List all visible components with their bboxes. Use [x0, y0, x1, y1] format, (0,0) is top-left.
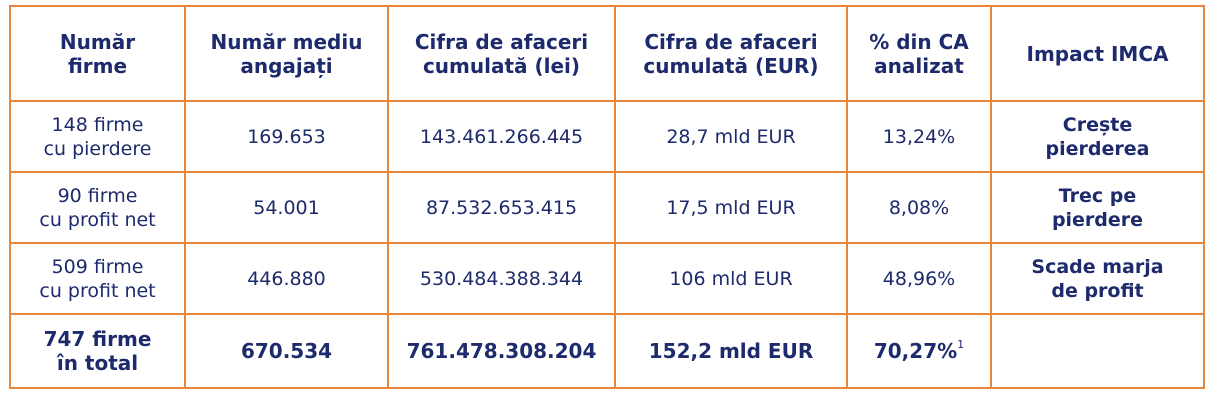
header-line: Impact IMCA [1026, 41, 1169, 66]
cell-line: Scade marja [1031, 255, 1164, 278]
turnover-eur-cell: 106 mld EUR [614, 242, 848, 315]
impact-cell: Crește pierderea [990, 100, 1205, 173]
total-impact-cell [990, 313, 1205, 389]
cell-line: 90 firme [57, 184, 138, 207]
total-share-cell: 70,27%1 [846, 313, 992, 389]
cell-line: 509 firme [51, 255, 144, 278]
header-line: firme [67, 53, 128, 78]
header-line: Cifra de afaceri [644, 29, 818, 54]
footnote-marker: 1 [957, 338, 965, 352]
header-line: cumulată (lei) [422, 53, 581, 78]
header-line: cumulată (EUR) [643, 53, 819, 78]
header-firm-count: Număr firme [9, 5, 186, 102]
header-line: angajați [240, 53, 333, 78]
cell-line: 747 firme [43, 327, 152, 351]
turnover-eur-cell: 17,5 mld EUR [614, 171, 848, 244]
employees-cell: 54.001 [184, 171, 389, 244]
turnover-lei-cell: 87.532.653.415 [387, 171, 616, 244]
cell-line: cu profit net [39, 279, 156, 302]
table-row: 90 firme cu profit net 54.001 87.532.653… [9, 171, 1205, 244]
cell-line: cu profit net [39, 208, 156, 231]
share-cell: 8,08% [846, 171, 992, 244]
turnover-lei-cell: 143.461.266.445 [387, 100, 616, 173]
header-line: % din CA [869, 29, 969, 54]
total-row: 747 firme în total 670.534 761.478.308.2… [9, 313, 1205, 389]
header-line: Număr mediu [210, 29, 363, 54]
turnover-eur-cell: 28,7 mld EUR [614, 100, 848, 173]
header-avg-employees: Număr mediu angajați [184, 5, 389, 102]
header-line: Cifra de afaceri [414, 29, 589, 54]
employees-cell: 446.880 [184, 242, 389, 315]
employees-cell: 169.653 [184, 100, 389, 173]
cell-line: 148 firme [51, 113, 144, 136]
header-share-of-turnover: % din CA analizat [846, 5, 992, 102]
header-impact: Impact IMCA [990, 5, 1205, 102]
firm-count-cell: 90 firme cu profit net [9, 171, 186, 244]
cell-line: în total [56, 351, 139, 375]
header-row: Număr firme Număr mediu angajați Cifra d… [9, 5, 1205, 102]
header-turnover-lei: Cifra de afaceri cumulată (lei) [387, 5, 616, 102]
header-line: Număr [59, 29, 136, 54]
cell-line: de profit [1051, 279, 1144, 302]
total-firm-count-cell: 747 firme în total [9, 313, 186, 389]
firm-count-cell: 509 firme cu profit net [9, 242, 186, 315]
total-turnover-lei-cell: 761.478.308.204 [387, 313, 616, 389]
header-turnover-eur: Cifra de afaceri cumulată (EUR) [614, 5, 848, 102]
cell-line: pierderea [1045, 137, 1150, 160]
header-line: analizat [874, 53, 964, 78]
table-container: Număr firme Număr mediu angajați Cifra d… [9, 5, 1205, 389]
turnover-lei-cell: 530.484.388.344 [387, 242, 616, 315]
share-cell: 13,24% [846, 100, 992, 173]
cell-line: Crește [1062, 113, 1133, 136]
impact-cell: Scade marja de profit [990, 242, 1205, 315]
total-share-value: 70,27% [873, 339, 958, 363]
cell-line: pierdere [1051, 208, 1144, 231]
share-cell: 48,96% [846, 242, 992, 315]
total-employees-cell: 670.534 [184, 313, 389, 389]
impact-cell: Trec pe pierdere [990, 171, 1205, 244]
table-row: 148 firme cu pierdere 169.653 143.461.26… [9, 100, 1205, 173]
total-turnover-eur-cell: 152,2 mld EUR [614, 313, 848, 389]
cell-line: Trec pe [1058, 184, 1137, 207]
imca-impact-table: Număr firme Număr mediu angajați Cifra d… [9, 5, 1205, 389]
cell-line: cu pierdere [43, 137, 152, 160]
table-row: 509 firme cu profit net 446.880 530.484.… [9, 242, 1205, 315]
firm-count-cell: 148 firme cu pierdere [9, 100, 186, 173]
